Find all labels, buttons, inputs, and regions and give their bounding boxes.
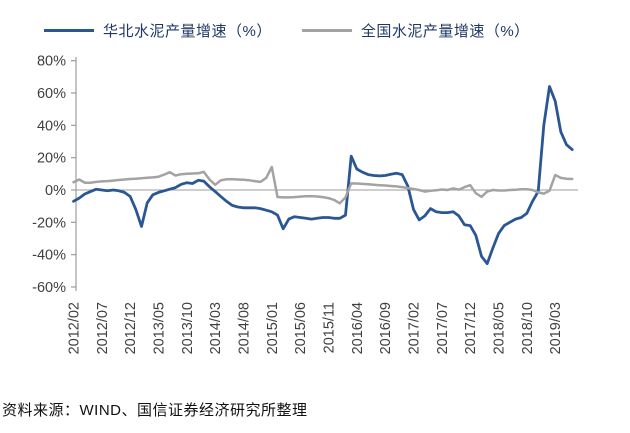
y-axis-label: 80% [37,54,66,70]
chart-canvas: 80% 60% 40% 20% 0% -20% -40% -60%2012/02 2012/07… [32,54,578,354]
x-axis-label: 2013/05 [152,302,168,354]
legend-label-national: 全国水泥产量增速（%） [360,23,530,40]
x-axis-label: 2018/05 [492,302,508,354]
x-axis-label: 2012/12 [123,302,139,354]
y-axis-label: 60% [37,86,66,102]
x-axis-label: 2017/02 [407,302,423,354]
north-china-series-line [72,85,574,266]
x-axis-label: 2015/01 [265,302,281,354]
line-chart: 80% 60% 40% 20% 0% -20% -40% -60% 2012/02 2012/07… [32,54,578,354]
x-axis-label: 2015/11 [322,302,338,353]
y-axis-label: -60% [32,280,66,296]
x-axis-label: 2015/06 [293,302,309,354]
x-axis-label: 2019/03 [548,302,564,354]
x-axis-label: 2016/09 [378,302,394,354]
x-axis-label: 2013/10 [180,302,196,354]
national-line-swatch [301,29,352,32]
x-axis-label: 2016/04 [350,302,366,354]
x-axis-label: 2017/07 [435,302,451,354]
y-axis-label: 20% [37,151,66,167]
x-axis-label: 2014/03 [208,302,224,354]
y-axis-label: -20% [32,215,66,231]
national-series-line [72,165,574,205]
x-axis-label: 2017/12 [463,302,479,354]
y-axis-label: 0% [45,183,66,199]
x-axis-label: 2018/10 [520,302,536,354]
x-axis-label: 2012/07 [95,302,111,354]
x-axis-label: 2014/08 [237,302,253,354]
source-note: 资料来源：WIND、国信证券经济研究所整理 [2,402,308,419]
y-axis-label: 40% [37,118,66,134]
x-axis-label: 2012/02 [67,302,83,354]
legend-item-national: 全国水泥产量增速（%） [301,20,530,41]
north-china-line-swatch [44,29,94,32]
legend-label-north-china: 华北水泥产量增速（%） [103,23,272,40]
chart-legend: 华北水泥产量增速（%） 全国水泥产量增速（%） [44,20,530,41]
legend-item-north-china: 华北水泥产量增速（%） [44,20,272,41]
y-axis-label: -40% [32,248,66,264]
